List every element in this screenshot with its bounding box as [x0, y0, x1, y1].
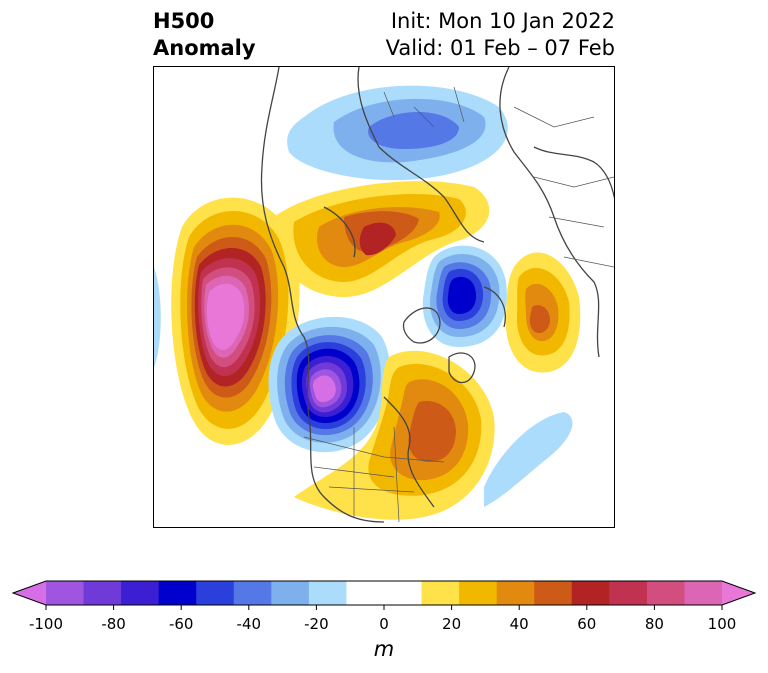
colorbar-segment [384, 581, 423, 605]
anomaly-map [153, 66, 615, 528]
title-line-2: Anomaly [153, 36, 256, 60]
colorbar-tick-label: -40 [236, 615, 262, 633]
colorbar-tick-label: -80 [101, 615, 126, 633]
colorbar-tick-label: -100 [28, 615, 64, 633]
colorbar-tick-label: -60 [168, 615, 194, 633]
positive-anomaly-east-asia [505, 252, 581, 373]
colorbar-segment [459, 581, 498, 605]
colorbar-extend-max [722, 581, 755, 605]
colorbar-tick-label: 100 [707, 615, 737, 633]
coastlines [260, 67, 614, 523]
map-subtitle: Init: Mon 10 Jan 2022 Valid: 01 Feb – 07… [386, 8, 615, 62]
colorbar-segment [83, 581, 122, 605]
positive-anomaly-north-pacific [171, 197, 300, 445]
colorbar-segment [571, 581, 610, 605]
map-title: H500 Anomaly [153, 8, 256, 62]
negative-anomaly-western-north-america [268, 316, 391, 453]
negative-anomaly-edge [154, 267, 161, 367]
negative-anomaly-scandinavia [422, 245, 507, 347]
colorbar-tick-label: 20 [442, 615, 462, 633]
colorbar-segment [609, 581, 648, 605]
colorbar-segment [496, 581, 535, 605]
colorbar-segment [308, 581, 347, 605]
colorbar-tick-label: -20 [304, 615, 329, 633]
colorbar-tick-label: 80 [644, 615, 664, 633]
colorbar-extend-min [13, 581, 46, 605]
colorbar-segment [346, 581, 385, 605]
colorbar-segment [684, 581, 723, 605]
colorbar-segment [121, 581, 160, 605]
negative-anomaly-atlantic [484, 412, 573, 507]
init-date: Init: Mon 10 Jan 2022 [390, 9, 615, 33]
colorbar-tick-label: 40 [509, 615, 529, 633]
colorbar-segment [196, 581, 235, 605]
colorbar-segment [271, 581, 310, 605]
negative-anomaly-siberia-europe [287, 85, 508, 181]
colorbar-tick-label: 0 [379, 615, 389, 633]
title-line-1: H500 [153, 9, 215, 33]
colorbar [11, 580, 757, 610]
colorbar-tick-label: 60 [577, 615, 597, 633]
positive-anomaly-northern-russia [273, 181, 490, 297]
colorbar-unit-label: m [373, 637, 395, 661]
colorbar-segment [421, 581, 460, 605]
colorbar-segment [46, 581, 85, 605]
colorbar-segment [534, 581, 573, 605]
map-canvas [154, 67, 614, 523]
colorbar-segment [158, 581, 197, 605]
colorbar-segment [233, 581, 272, 605]
valid-date-range: Valid: 01 Feb – 07 Feb [385, 36, 615, 60]
borders [303, 86, 614, 523]
colorbar-segment [646, 581, 685, 605]
